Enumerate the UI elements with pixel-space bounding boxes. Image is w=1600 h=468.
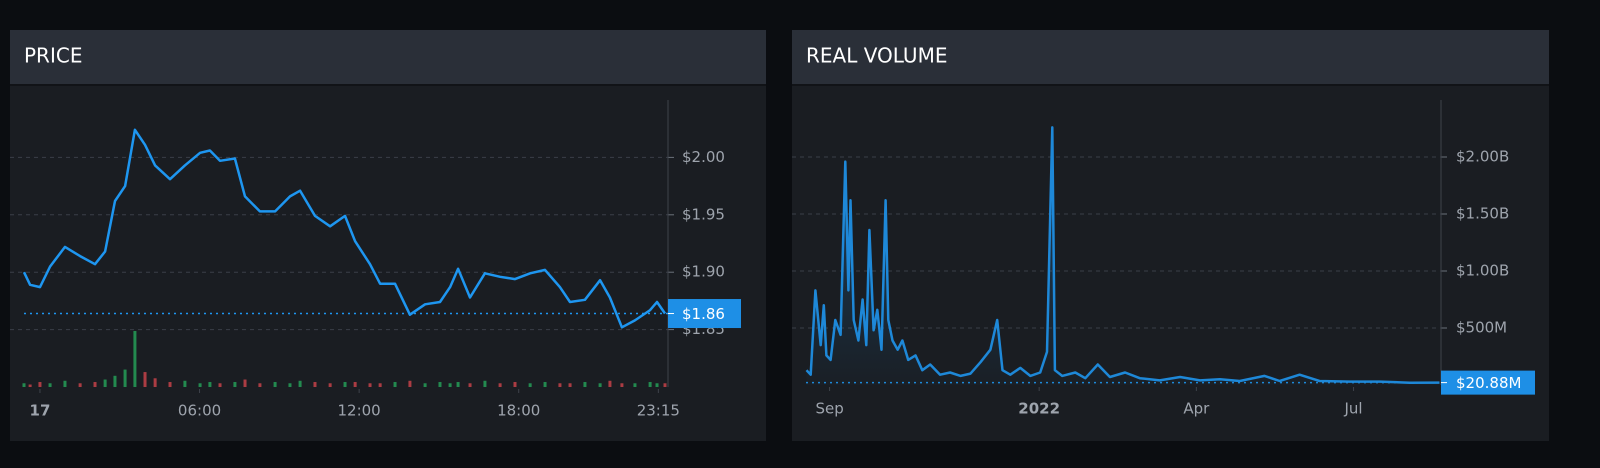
panel-header — [10, 30, 766, 85]
volume-bar — [498, 383, 502, 387]
volume-bar — [143, 372, 147, 387]
volume-bar — [438, 382, 442, 387]
volume-bar — [233, 382, 237, 387]
current-label: $1.86 — [682, 305, 725, 323]
current-box — [668, 299, 741, 329]
volume-bar — [543, 382, 547, 387]
volume-bar — [113, 375, 117, 387]
x-tick-label: 06:00 — [178, 402, 221, 420]
y-tick-label: $1.90 — [682, 263, 725, 281]
y-tick-label: $2.00 — [682, 148, 725, 166]
volume-bar — [598, 383, 602, 387]
y-tick-label: $1.95 — [682, 205, 725, 223]
volume-bar — [63, 380, 67, 387]
volume-bar — [78, 383, 82, 387]
volume-bar — [38, 382, 42, 387]
volume-bar — [273, 382, 277, 387]
volume-bar — [243, 379, 247, 387]
y-tick-label: $1.50B — [1456, 205, 1509, 223]
volume-bar — [198, 383, 202, 387]
panel-title: PRICE — [24, 44, 82, 68]
volume-bar — [393, 382, 397, 387]
volume-bar — [468, 383, 472, 387]
volume-bar — [608, 380, 612, 387]
volume-bar — [218, 383, 222, 387]
x-tick-label: 12:00 — [338, 402, 381, 420]
volume-bar — [153, 378, 157, 387]
volume-bar — [583, 382, 587, 387]
volume-bar — [408, 380, 412, 387]
volume-bar — [368, 383, 372, 387]
volume-bar — [568, 383, 572, 387]
price-line — [22, 128, 667, 329]
volume-bar — [48, 383, 52, 387]
panel-header — [792, 30, 1549, 85]
volume-bar — [448, 383, 452, 387]
volume-bar — [620, 383, 624, 387]
volume-bar — [663, 383, 667, 387]
volume-bar — [353, 382, 357, 387]
x-tick-label: Sep — [815, 400, 843, 418]
volume-bar — [93, 382, 97, 387]
y-tick-label: $1.00B — [1456, 262, 1509, 280]
y-tick-label: $2.00B — [1456, 148, 1509, 166]
volume-bar — [423, 383, 427, 387]
volume-area — [806, 127, 1440, 386]
current-label: $20.88M — [1456, 374, 1521, 392]
volume-bar — [28, 384, 32, 387]
x-tick-label: 2022 — [1018, 400, 1060, 418]
volume-bar — [378, 383, 382, 387]
volume-bar — [633, 383, 637, 387]
x-tick-label: 23:15 — [637, 402, 680, 420]
volume-bar — [328, 383, 332, 387]
volume-bar — [513, 382, 517, 387]
volume-bar — [528, 383, 532, 387]
volume-bar — [343, 382, 347, 387]
volume-bar — [558, 383, 562, 387]
volume-bar — [168, 382, 172, 387]
volume-bar — [22, 383, 26, 387]
volume-bar — [208, 382, 212, 387]
x-tick-label: Jul — [1343, 400, 1362, 418]
current-box — [1441, 370, 1535, 395]
volume-bar — [648, 382, 652, 387]
volume-bar — [103, 379, 107, 387]
volume-bar — [183, 380, 187, 387]
volume-bar — [258, 383, 262, 387]
volume-bar — [298, 380, 302, 387]
volume-bar — [313, 382, 317, 387]
volume-bar — [123, 369, 127, 387]
y-tick-label: $500M — [1456, 319, 1507, 337]
panel-title: REAL VOLUME — [806, 44, 947, 68]
x-tick-label: 18:00 — [497, 402, 540, 420]
x-tick-label: 17 — [30, 402, 51, 420]
panel — [10, 30, 766, 441]
x-tick-label: Apr — [1183, 400, 1210, 418]
volume-line — [805, 126, 1440, 384]
volume-bar — [288, 383, 292, 387]
volume-bar — [655, 383, 659, 387]
volume-bar — [456, 382, 460, 387]
volume-bar — [133, 331, 137, 387]
volume-bar — [483, 380, 487, 387]
